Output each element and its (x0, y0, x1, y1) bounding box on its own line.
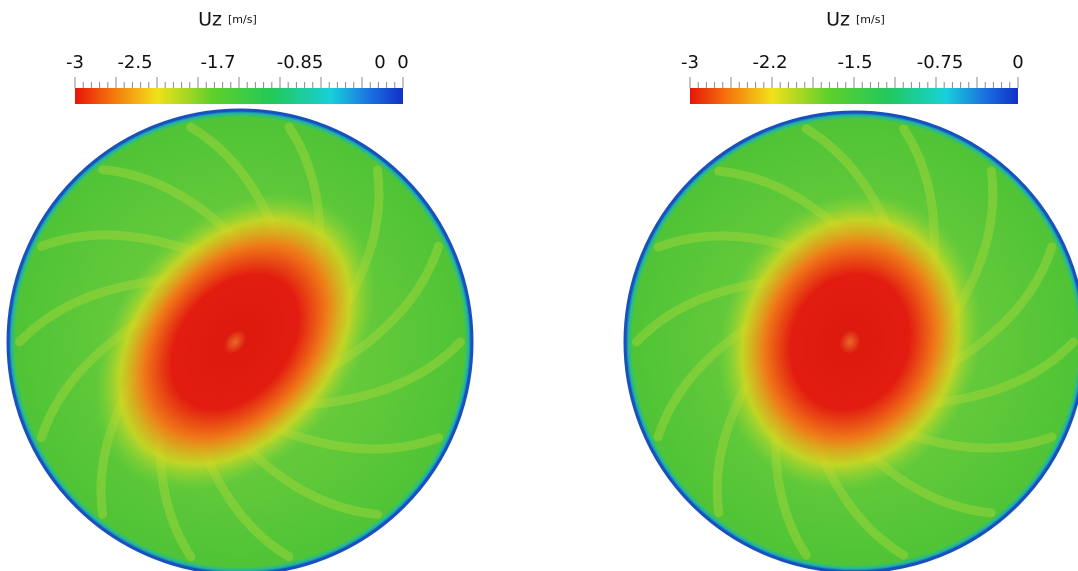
panel: Uz [m/s] -3 -2.5 -1.7 -0.85 0 0 (6, 9, 474, 571)
vortex-core (94, 192, 376, 492)
colorbar-tick-label: -2.5 (117, 52, 152, 73)
colorbar-tick-label: 0 (1012, 52, 1023, 73)
colorbar-unit: [m/s] (228, 13, 257, 26)
colorbar-tick-label: -2.2 (752, 52, 787, 73)
colorbar (690, 88, 1018, 104)
colorbar-tick-label: 0 (397, 52, 408, 73)
colorbar-tick-label: -3 (66, 52, 84, 73)
colorbar-tick-label: -0.85 (277, 52, 324, 73)
vortex-core (717, 192, 983, 492)
colorbar-tick-label: -3 (681, 52, 699, 73)
colorbar-tick-label: -1.7 (200, 52, 235, 73)
colorbar-tick-label: -1.5 (837, 52, 872, 73)
panels: Uz [m/s]-3 -2.5 -1.7 -0.85 0 0Uz [m/s]-3 -2.2 -1.… (6, 9, 1078, 571)
colorbar-title: Uz (826, 9, 850, 31)
colorbar-title: Uz (198, 9, 222, 31)
colorbar (75, 88, 403, 104)
panel: Uz [m/s] -3 -2.2 -1.5 -0.75 0 (623, 9, 1078, 571)
colorbar-tick-label: 0 (374, 52, 385, 73)
colorbar-tick-label: -0.75 (917, 52, 964, 73)
colorbar-unit: [m/s] (856, 13, 885, 26)
